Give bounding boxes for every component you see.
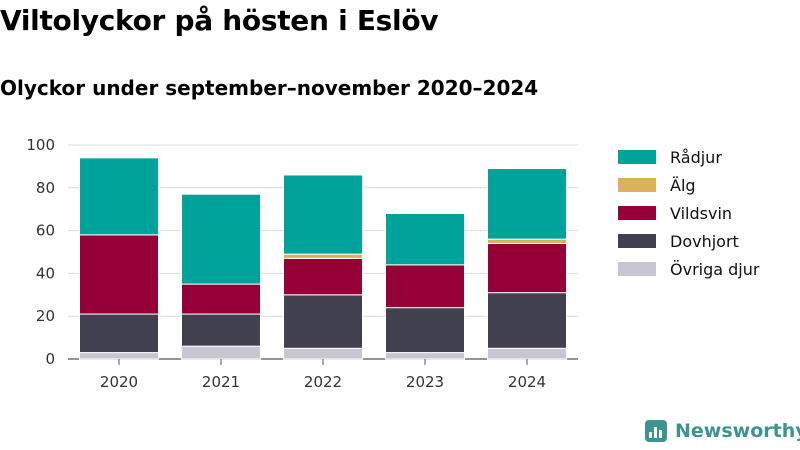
legend-label: Dovhjort (670, 232, 739, 251)
chart-subtitle: Olyckor under september–november 2020–20… (0, 76, 539, 100)
bar-segment (283, 347, 363, 360)
x-tick-label: 2024 (508, 373, 546, 391)
bar-segment (487, 347, 567, 360)
bar-segment (385, 352, 465, 360)
bar-segment (79, 352, 159, 360)
brand-name: Newsworthy (675, 420, 800, 442)
legend-swatch (618, 206, 656, 220)
bar-segment (385, 307, 465, 354)
y-tick-label: 0 (45, 350, 55, 368)
x-tick-label: 2021 (202, 373, 240, 391)
legend-label: Älg (670, 176, 696, 195)
bar-segment (487, 238, 567, 244)
y-tick-label: 60 (36, 222, 55, 240)
bar-segment (181, 313, 261, 347)
bar-segment (79, 313, 159, 354)
y-tick-label: 40 (36, 264, 55, 282)
bar-segment (385, 212, 465, 266)
bar-segment (79, 234, 159, 315)
brand-logo: Newsworthy (645, 420, 800, 442)
bar-segment (283, 174, 363, 255)
bar-segment (181, 283, 261, 315)
y-tick-label: 100 (26, 136, 55, 154)
chart-title: Viltolyckor på hösten i Eslöv (0, 4, 439, 37)
y-tick-label: 20 (36, 307, 55, 325)
legend-swatch (618, 178, 656, 192)
bar-chart-icon (645, 420, 667, 442)
legend-label: Övriga djur (670, 260, 760, 279)
bar-segment (487, 242, 567, 294)
legend-label: Vildsvin (670, 204, 732, 223)
bar-segment (181, 193, 261, 285)
bar-segment (79, 157, 159, 236)
bar-segment (385, 264, 465, 309)
legend-swatch (618, 234, 656, 248)
y-tick-label: 80 (36, 179, 55, 197)
bar-segment (487, 292, 567, 349)
bar-segment (181, 345, 261, 360)
bar-segment (283, 253, 363, 259)
x-tick-label: 2020 (100, 373, 138, 391)
legend-swatch (618, 150, 656, 164)
x-tick-label: 2022 (304, 373, 342, 391)
bar-segment (283, 257, 363, 296)
legend-label: Rådjur (670, 148, 722, 167)
x-tick-label: 2023 (406, 373, 444, 391)
legend-swatch (618, 262, 656, 276)
bar-segment (283, 294, 363, 349)
bar-segment (487, 168, 567, 240)
